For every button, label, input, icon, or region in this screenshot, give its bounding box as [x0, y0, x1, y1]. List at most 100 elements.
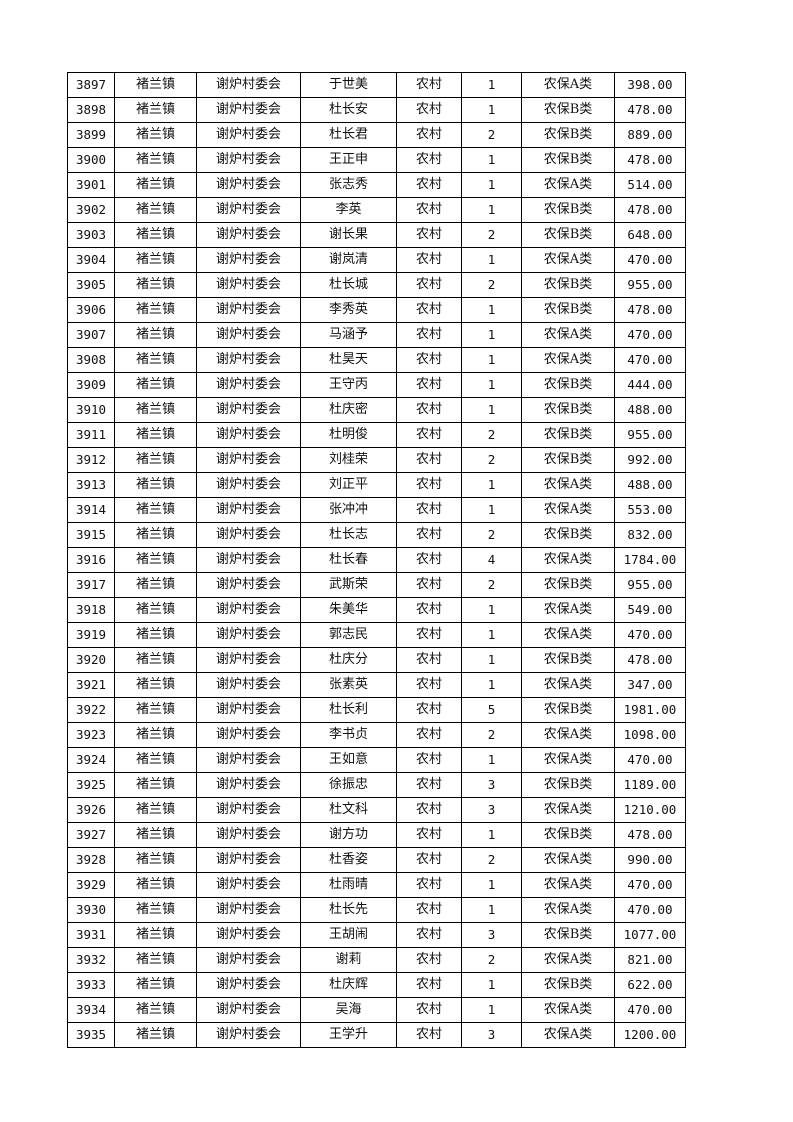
person-name-cell: 杜庆辉	[300, 972, 397, 998]
village-committee-cell: 谢炉村委会	[196, 922, 301, 948]
member-count-cell: 1	[461, 147, 522, 173]
record-id-cell: 3925	[67, 772, 115, 798]
town-cell: 褚兰镇	[114, 222, 197, 248]
town-cell: 褚兰镇	[114, 947, 197, 973]
amount-cell: 470.00	[614, 347, 686, 373]
amount-cell: 955.00	[614, 572, 686, 598]
amount-cell: 832.00	[614, 522, 686, 548]
village-committee-cell: 谢炉村委会	[196, 672, 301, 698]
village-committee-cell: 谢炉村委会	[196, 522, 301, 548]
village-committee-cell: 谢炉村委会	[196, 972, 301, 998]
village-committee-cell: 谢炉村委会	[196, 147, 301, 173]
amount-cell: 1981.00	[614, 697, 686, 723]
table-row: 3926 褚兰镇 谢炉村委会 杜文科 农村 3 农保A类 1210.00	[67, 797, 686, 823]
amount-cell: 470.00	[614, 897, 686, 923]
table-row: 3905 褚兰镇 谢炉村委会 杜长城 农村 2 农保B类 955.00	[67, 272, 686, 298]
village-committee-cell: 谢炉村委会	[196, 822, 301, 848]
insurance-category-cell: 农保B类	[521, 922, 615, 948]
person-name-cell: 王正申	[300, 147, 397, 173]
town-cell: 褚兰镇	[114, 722, 197, 748]
village-committee-cell: 谢炉村委会	[196, 472, 301, 498]
person-name-cell: 徐振忠	[300, 772, 397, 798]
household-type-cell: 农村	[396, 872, 462, 898]
household-type-cell: 农村	[396, 947, 462, 973]
village-committee-cell: 谢炉村委会	[196, 547, 301, 573]
record-id-cell: 3901	[67, 172, 115, 198]
table-row: 3910 褚兰镇 谢炉村委会 杜庆密 农村 1 农保B类 488.00	[67, 397, 686, 423]
town-cell: 褚兰镇	[114, 772, 197, 798]
insurance-category-cell: 农保B类	[521, 972, 615, 998]
table-row: 3907 褚兰镇 谢炉村委会 马涵予 农村 1 农保A类 470.00	[67, 322, 686, 348]
member-count-cell: 1	[461, 972, 522, 998]
person-name-cell: 杜庆密	[300, 397, 397, 423]
town-cell: 褚兰镇	[114, 147, 197, 173]
record-id-cell: 3907	[67, 322, 115, 348]
amount-cell: 470.00	[614, 747, 686, 773]
town-cell: 褚兰镇	[114, 622, 197, 648]
amount-cell: 821.00	[614, 947, 686, 973]
amount-cell: 470.00	[614, 247, 686, 273]
insurance-category-cell: 农保B类	[521, 772, 615, 798]
insurance-category-cell: 农保A类	[521, 247, 615, 273]
record-id-cell: 3934	[67, 997, 115, 1023]
town-cell: 褚兰镇	[114, 897, 197, 923]
person-name-cell: 刘正平	[300, 472, 397, 498]
record-id-cell: 3928	[67, 847, 115, 873]
person-name-cell: 李英	[300, 197, 397, 223]
amount-cell: 622.00	[614, 972, 686, 998]
person-name-cell: 郭志民	[300, 622, 397, 648]
insurance-category-cell: 农保B类	[521, 422, 615, 448]
town-cell: 褚兰镇	[114, 747, 197, 773]
amount-cell: 478.00	[614, 297, 686, 323]
amount-cell: 549.00	[614, 597, 686, 623]
table-row: 3935 褚兰镇 谢炉村委会 王学升 农村 3 农保A类 1200.00	[67, 1022, 686, 1048]
table-body: 3897 褚兰镇 谢炉村委会 于世美 农村 1 农保A类 398.00 3898 褚兰镇 谢炉村委会…	[67, 72, 686, 1048]
village-committee-cell: 谢炉村委会	[196, 597, 301, 623]
household-type-cell: 农村	[396, 672, 462, 698]
record-id-cell: 3904	[67, 247, 115, 273]
record-id-cell: 3909	[67, 372, 115, 398]
member-count-cell: 3	[461, 922, 522, 948]
person-name-cell: 杜庆分	[300, 647, 397, 673]
village-committee-cell: 谢炉村委会	[196, 1022, 301, 1048]
person-name-cell: 王守丙	[300, 372, 397, 398]
person-name-cell: 谢方功	[300, 822, 397, 848]
table-row: 3898 褚兰镇 谢炉村委会 杜长安 农村 1 农保B类 478.00	[67, 97, 686, 123]
amount-cell: 444.00	[614, 372, 686, 398]
town-cell: 褚兰镇	[114, 922, 197, 948]
town-cell: 褚兰镇	[114, 197, 197, 223]
table-row: 3919 褚兰镇 谢炉村委会 郭志民 农村 1 农保A类 470.00	[67, 622, 686, 648]
person-name-cell: 王胡闹	[300, 922, 397, 948]
insurance-category-cell: 农保B类	[521, 147, 615, 173]
village-committee-cell: 谢炉村委会	[196, 247, 301, 273]
person-name-cell: 杜长安	[300, 97, 397, 123]
village-committee-cell: 谢炉村委会	[196, 747, 301, 773]
record-id-cell: 3913	[67, 472, 115, 498]
insurance-category-cell: 农保A类	[521, 672, 615, 698]
household-type-cell: 农村	[396, 72, 462, 98]
member-count-cell: 4	[461, 547, 522, 573]
amount-cell: 470.00	[614, 322, 686, 348]
person-name-cell: 于世美	[300, 72, 397, 98]
member-count-cell: 1	[461, 347, 522, 373]
record-id-cell: 3903	[67, 222, 115, 248]
village-committee-cell: 谢炉村委会	[196, 997, 301, 1023]
person-name-cell: 杜长利	[300, 697, 397, 723]
village-committee-cell: 谢炉村委会	[196, 772, 301, 798]
person-name-cell: 谢莉	[300, 947, 397, 973]
table-row: 3914 褚兰镇 谢炉村委会 张冲冲 农村 1 农保A类 553.00	[67, 497, 686, 523]
town-cell: 褚兰镇	[114, 97, 197, 123]
village-committee-cell: 谢炉村委会	[196, 397, 301, 423]
record-id-cell: 3923	[67, 722, 115, 748]
table-row: 3924 褚兰镇 谢炉村委会 王如意 农村 1 农保A类 470.00	[67, 747, 686, 773]
village-committee-cell: 谢炉村委会	[196, 797, 301, 823]
record-id-cell: 3920	[67, 647, 115, 673]
village-committee-cell: 谢炉村委会	[196, 897, 301, 923]
person-name-cell: 朱美华	[300, 597, 397, 623]
household-type-cell: 农村	[396, 372, 462, 398]
amount-cell: 478.00	[614, 822, 686, 848]
village-committee-cell: 谢炉村委会	[196, 97, 301, 123]
village-committee-cell: 谢炉村委会	[196, 272, 301, 298]
member-count-cell: 1	[461, 172, 522, 198]
table-row: 3900 褚兰镇 谢炉村委会 王正申 农村 1 农保B类 478.00	[67, 147, 686, 173]
